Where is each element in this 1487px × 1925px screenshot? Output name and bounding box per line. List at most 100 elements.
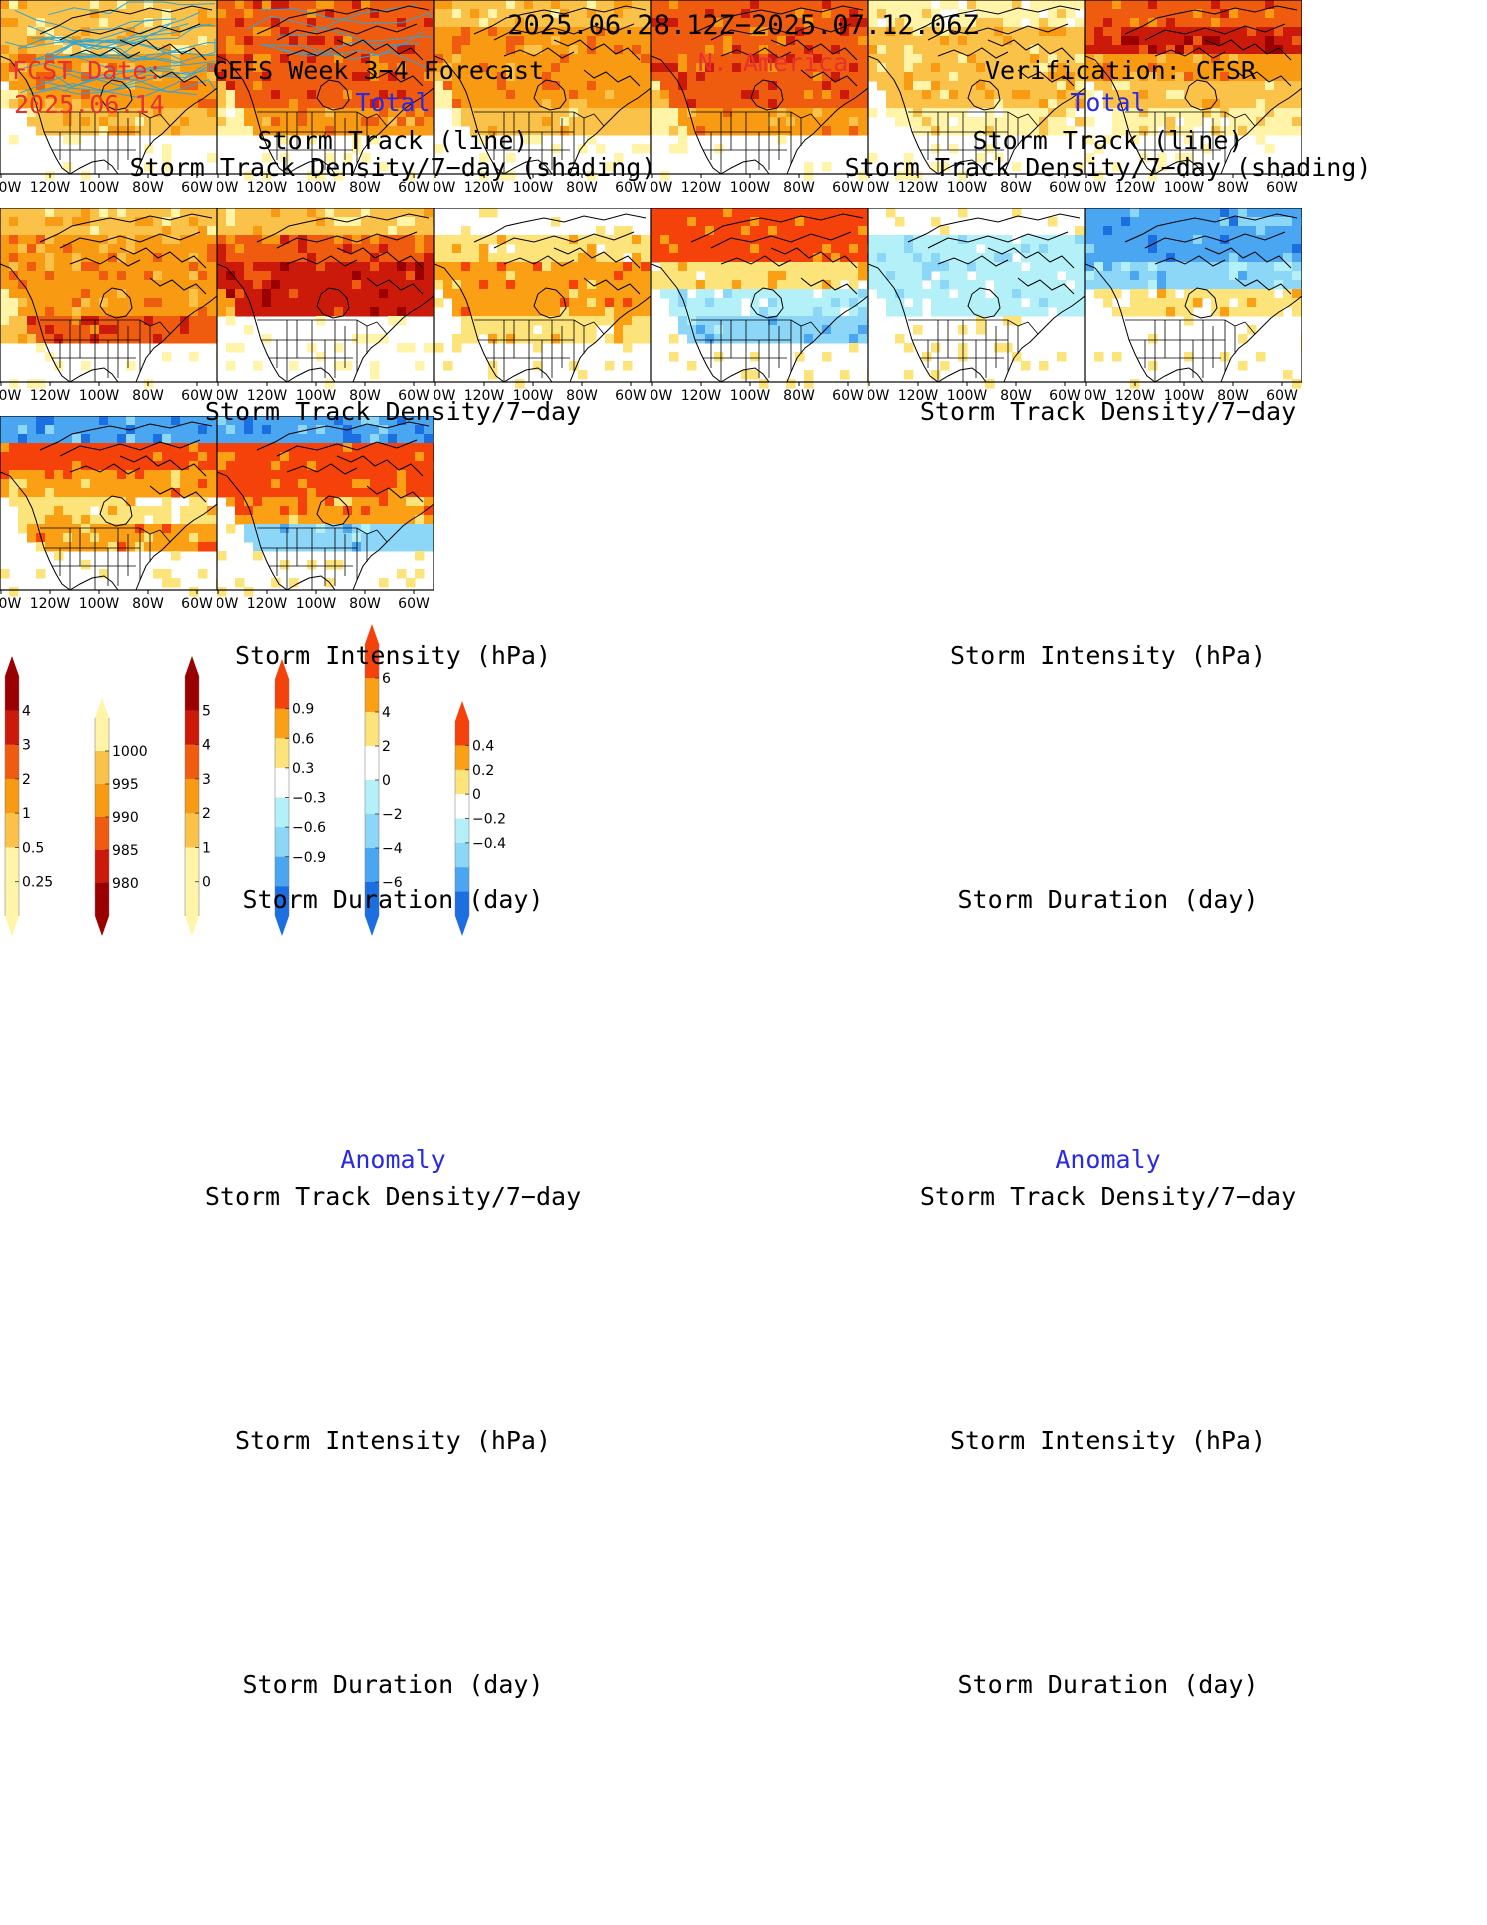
- lon-tick-label: 60W: [1049, 388, 1081, 404]
- shading-layer: [0, 416, 226, 597]
- colorbar-segment: [455, 794, 469, 819]
- colorbars-container: 4 3 2 1 0.5 0.25 1000 995 990 985 980 5 4 3 2 1 0 0.9 0.6 0…: [0, 624, 1487, 940]
- colorbar-segment: [95, 784, 109, 818]
- lon-tick-label: 100W: [730, 180, 771, 196]
- lon-tick-label: 60W: [398, 180, 430, 196]
- shading-layer: [434, 208, 660, 389]
- colorbar-segment: [185, 676, 199, 711]
- colorbar-segment: [365, 746, 379, 781]
- lon-tick-label: 100W: [296, 180, 337, 196]
- panel-title-asi_f: Storm Intensity (hPa): [234, 1426, 552, 1455]
- colorbar-label: −0.9: [292, 850, 326, 866]
- verification-title: Verification: CFSR: [985, 56, 1256, 85]
- lon-tick-label: 120W: [898, 180, 939, 196]
- colorbar-cb1: 4 3 2 1 0.5 0.25: [4, 656, 53, 936]
- lon-tick-label: 120W: [30, 596, 71, 612]
- colorbar-segment: [5, 813, 19, 848]
- colorbar-label: 3: [22, 738, 31, 754]
- lon-tick-label: 100W: [79, 180, 120, 196]
- fcst-date-label: FCST Date:: [12, 56, 163, 85]
- panel-title-sd_f: Storm Track Density/7−day: [204, 397, 582, 426]
- lon-tick-label: 100W: [730, 388, 771, 404]
- panel-title-adu_v: Storm Duration (day): [957, 1670, 1259, 1699]
- colorbar-label: −4: [382, 841, 403, 857]
- panel-title-asi_v: Storm Intensity (hPa): [949, 1426, 1267, 1455]
- colorbar-segment: [5, 676, 19, 711]
- panel-title-du_f: Storm Duration (day): [242, 885, 544, 914]
- lon-tick-label: 80W: [566, 180, 598, 196]
- section-anomaly-left: Anomaly: [340, 1145, 446, 1174]
- lon-tick-label: 140W: [434, 180, 455, 196]
- map-panel-si_v: 80N70N60N50N40N30N140W120W100W80W60W: [1051, 0, 1311, 196]
- colorbar-segment: [455, 745, 469, 771]
- colorbar-segment: [185, 744, 199, 780]
- colorbar-label: 5: [202, 703, 211, 719]
- panel-title-adu_f: Storm Duration (day): [242, 1670, 544, 1699]
- colorbar-label: −0.4: [472, 836, 506, 852]
- colorbar-segment: [275, 738, 289, 769]
- colorbar-segment: [185, 778, 199, 814]
- map-panel-du_f: 80N70N60N50N40N30N140W120W100W80W60W: [0, 207, 226, 404]
- coastline-layer: [0, 5, 218, 175]
- region-title: N. America: [697, 48, 849, 77]
- lon-tick-label: 60W: [1266, 180, 1298, 196]
- lon-tick-label: 100W: [513, 180, 554, 196]
- fcst-date-value: 2025.06.14: [14, 90, 165, 119]
- lon-tick-label: 120W: [30, 180, 71, 196]
- colorbar-cb2: 1000 995 990 985 980: [94, 698, 148, 936]
- colorbar-label: 2: [202, 806, 211, 822]
- colorbar-label: 6: [382, 671, 391, 687]
- colorbar-segment: [455, 818, 469, 844]
- lon-tick-label: 60W: [832, 180, 864, 196]
- lon-tick-label: 140W: [0, 388, 21, 404]
- section-anomaly-right: Anomaly: [1055, 1145, 1161, 1174]
- colorbar-label: 3: [202, 772, 211, 788]
- colorbar-label: 980: [112, 876, 139, 892]
- colorbar-segment: [365, 848, 379, 883]
- colorbar-label: 0: [382, 773, 391, 789]
- lon-tick-label: 100W: [947, 388, 988, 404]
- colorbar-cb6: 0.4 0.2 0 −0.2 −0.4: [454, 701, 506, 936]
- coastline-layer: [0, 213, 218, 383]
- colorbar-segment: [275, 767, 289, 798]
- lon-tick-label: 100W: [296, 596, 337, 612]
- storm-track-lines: [5, 1, 216, 99]
- shading-layer: [217, 416, 443, 597]
- colorbar-segment: [185, 881, 199, 917]
- lon-tick-label: 120W: [898, 388, 939, 404]
- colorbar-segment: [95, 718, 109, 752]
- colorbar-segment: [455, 842, 469, 868]
- colorbar-segment: [275, 679, 289, 710]
- lon-tick-label: 60W: [398, 388, 430, 404]
- lon-tick-label: 140W: [0, 596, 21, 612]
- panel-title-si_v: Storm Intensity (hPa): [949, 641, 1267, 670]
- lon-tick-label: 80W: [1217, 388, 1249, 404]
- colorbar-segment: [365, 712, 379, 747]
- colorbar-label: 1000: [112, 744, 148, 760]
- shading-layer: [868, 208, 1094, 389]
- colorbar-label: 985: [112, 843, 139, 859]
- section-total-left: Total: [355, 88, 431, 117]
- lon-tick-label: 60W: [1266, 388, 1298, 404]
- colorbar-segment: [5, 881, 19, 917]
- lon-tick-label: 60W: [1049, 180, 1081, 196]
- lon-tick-label: 80W: [349, 596, 381, 612]
- lon-tick-label: 60W: [181, 596, 213, 612]
- coastline-layer: [433, 213, 652, 383]
- map-panel-asd_v: 80N70N60N50N40N30N140W120W100W80W60W: [617, 207, 877, 404]
- coastline-layer: [1084, 5, 1303, 175]
- map-panel-asi_f: 80N70N60N50N40N30N140W120W100W80W60W: [834, 207, 1094, 404]
- colorbar-label: −0.3: [292, 791, 326, 807]
- colorbar-segment: [5, 778, 19, 814]
- lon-tick-label: 60W: [615, 180, 647, 196]
- map-panel-du_v: 80N70N60N50N40N30N140W120W100W80W60W: [183, 207, 443, 404]
- map-panel-adu_f: 80N70N60N50N40N30N140W120W100W80W60W: [0, 415, 226, 612]
- colorbar-label: −0.2: [472, 812, 506, 828]
- colorbar-label: 4: [382, 705, 391, 721]
- lon-tick-label: 80W: [783, 180, 815, 196]
- shading-layer: [1085, 208, 1311, 389]
- lon-tick-label: 60W: [181, 388, 213, 404]
- colorbar-segment: [185, 710, 199, 746]
- colorbar-label: 0.9: [292, 702, 314, 718]
- colorbar-label: 1: [22, 806, 31, 822]
